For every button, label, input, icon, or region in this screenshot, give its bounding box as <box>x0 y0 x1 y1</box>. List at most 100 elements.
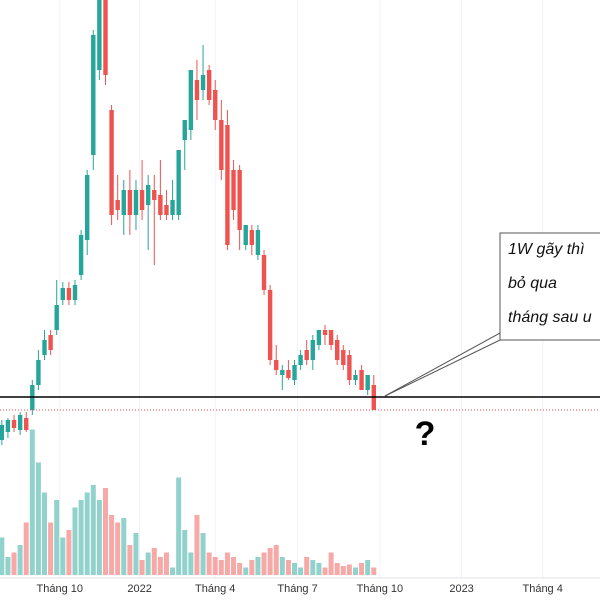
candle-body <box>213 90 218 120</box>
volume-bar <box>292 563 298 575</box>
volume-bar <box>90 485 96 575</box>
candle-body <box>103 0 108 75</box>
volume-bar <box>84 492 90 575</box>
candle-body <box>127 190 133 215</box>
candle-body <box>11 420 17 428</box>
candle-body <box>36 360 41 385</box>
candle-body <box>286 370 291 378</box>
candle-body <box>200 75 206 90</box>
callout-line <box>384 339 501 397</box>
volume-bar <box>304 557 310 575</box>
candle-body <box>145 185 151 205</box>
candle-body <box>133 190 139 215</box>
candle-body <box>121 190 126 215</box>
volume-bar <box>139 560 145 575</box>
x-tick-label: 2023 <box>449 583 473 595</box>
candle-body <box>78 235 84 275</box>
candle-body <box>304 350 309 360</box>
volume-bar <box>188 552 194 575</box>
annotation-text: bỏ qua <box>508 275 557 292</box>
volume-bar <box>352 567 358 575</box>
candle-body <box>328 330 334 345</box>
volume-bar <box>316 563 322 575</box>
volume-bar <box>206 552 212 575</box>
candle-body <box>24 418 29 430</box>
candle-body <box>42 340 47 355</box>
candle-body <box>365 375 370 390</box>
candle-body <box>274 360 279 370</box>
candle-body <box>188 70 194 130</box>
volume-bar <box>176 477 182 575</box>
volume-bar <box>194 515 200 575</box>
candle-body <box>341 350 346 365</box>
volume-bar <box>328 552 334 575</box>
candle-body <box>322 330 328 335</box>
volume-bar <box>267 548 273 575</box>
volume-bar <box>212 557 218 575</box>
volume-bar <box>279 557 285 575</box>
candle-body <box>60 288 66 300</box>
volume-bar <box>340 566 346 575</box>
volume-bar <box>249 560 255 575</box>
candle-body <box>334 340 340 360</box>
candle-body <box>353 375 358 380</box>
candle-body <box>91 35 96 155</box>
candle-body <box>231 170 236 210</box>
volume-bar <box>133 533 139 575</box>
candle-body <box>249 230 255 245</box>
candle-body <box>359 370 364 390</box>
candle-body <box>54 305 59 330</box>
volume-bar <box>96 500 102 575</box>
candle-body <box>139 190 145 210</box>
volume-bar <box>322 567 328 575</box>
candle-body <box>298 355 303 365</box>
candle-body <box>225 125 230 245</box>
candle-body <box>66 288 72 300</box>
volume-bar <box>54 500 60 575</box>
volume-bar <box>0 537 5 575</box>
volume-bar <box>29 429 35 575</box>
volume-bar <box>243 567 249 575</box>
volume-bar <box>78 500 84 575</box>
candle-body <box>17 415 23 430</box>
volume-bar <box>109 515 115 575</box>
candle-body <box>97 0 102 70</box>
volume-bar <box>115 522 121 575</box>
candle-body <box>152 190 157 200</box>
annotation-text: 1W gãy thì <box>508 241 584 258</box>
volume-bar <box>346 564 352 575</box>
candle-body <box>347 355 352 380</box>
volume-bar <box>310 560 316 575</box>
x-tick-label: 2022 <box>127 583 151 595</box>
x-tick-label: Tháng 4 <box>522 583 562 595</box>
candle-body <box>0 425 5 440</box>
volume-bar <box>127 545 133 575</box>
volume-bar <box>42 492 48 575</box>
candle-body <box>255 230 261 255</box>
volume-bar <box>218 560 224 575</box>
candle-body <box>206 70 212 100</box>
volume-bar <box>224 552 230 575</box>
volume-bar <box>334 563 340 575</box>
candle-body <box>72 285 78 300</box>
candle-body <box>194 80 200 100</box>
volume-bar <box>23 522 29 575</box>
volume-bar <box>200 533 206 575</box>
volume-bar <box>237 563 243 575</box>
candle-body <box>267 290 273 360</box>
volume-bar <box>35 462 41 575</box>
candle-body <box>219 120 224 170</box>
x-tick-label: Tháng 10 <box>37 583 83 595</box>
callout-line <box>384 332 600 397</box>
annotation-text: tháng sau u <box>508 309 592 326</box>
candle-body <box>5 420 11 432</box>
candle-body <box>316 330 322 345</box>
volume-bar <box>273 545 279 575</box>
volume-bar <box>121 518 127 575</box>
candle-body <box>176 150 181 215</box>
volume-bar <box>151 548 157 575</box>
candle-body <box>261 255 267 290</box>
candle-body <box>170 200 175 215</box>
volume-bar <box>11 552 17 575</box>
